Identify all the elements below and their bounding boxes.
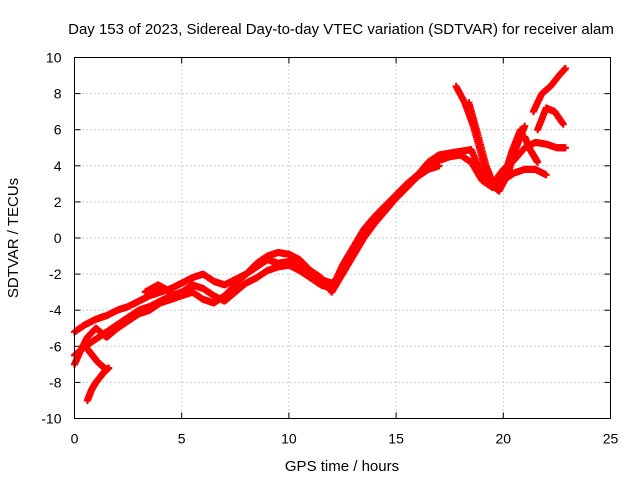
x-tick-label: 15 (388, 431, 404, 447)
chart-title: Day 153 of 2023, Sidereal Day-to-day VTE… (68, 21, 614, 38)
series-arc-4 (81, 342, 111, 374)
data-point (435, 162, 443, 170)
data-point (534, 158, 542, 166)
data-point (561, 144, 569, 152)
y-tick-label: -10 (41, 411, 61, 427)
data-point (167, 288, 175, 296)
x-tick-label: 5 (178, 431, 186, 447)
x-tick-label: 10 (281, 431, 297, 447)
y-tick-label: 10 (46, 50, 62, 66)
y-tick-label: 0 (54, 230, 62, 246)
y-tick-label: -2 (49, 266, 62, 282)
y-tick-label: -6 (49, 338, 62, 354)
y-axis-label: SDTVAR / TECUs (5, 178, 22, 298)
series-arc-3 (71, 162, 443, 368)
x-tick-label: 20 (496, 431, 512, 447)
data-point (542, 171, 550, 179)
x-tick-labels: 0 5 10 15 20 25 (71, 431, 619, 447)
series-arc-10 (534, 104, 567, 134)
y-tick-label: 8 (54, 86, 62, 102)
y-tick-label: 6 (54, 122, 62, 138)
x-tick-label: 25 (603, 431, 619, 447)
series-arc-8 (465, 99, 524, 191)
y-tick-label: 4 (54, 158, 62, 174)
data-point (521, 122, 529, 130)
plot-frame (74, 57, 611, 419)
data-point (559, 120, 567, 128)
series-arc-5 (83, 364, 113, 404)
y-tick-labels: -10 -8 -6 -4 -2 0 2 4 6 8 10 (41, 50, 61, 427)
y-tick-label: 2 (54, 194, 62, 210)
y-tick-label: -4 (49, 302, 62, 318)
data-point (105, 364, 113, 372)
data-marks (71, 64, 569, 404)
series-arc-2 (71, 151, 550, 359)
series-arc-11 (521, 133, 542, 166)
data-point (516, 126, 524, 134)
x-axis-label: GPS time / hours (285, 458, 399, 475)
data-point (561, 64, 569, 72)
series-arc-9 (529, 64, 569, 116)
x-tick-label: 0 (71, 431, 79, 447)
y-tick-label: -8 (49, 374, 62, 390)
series-arc-6 (141, 281, 175, 296)
